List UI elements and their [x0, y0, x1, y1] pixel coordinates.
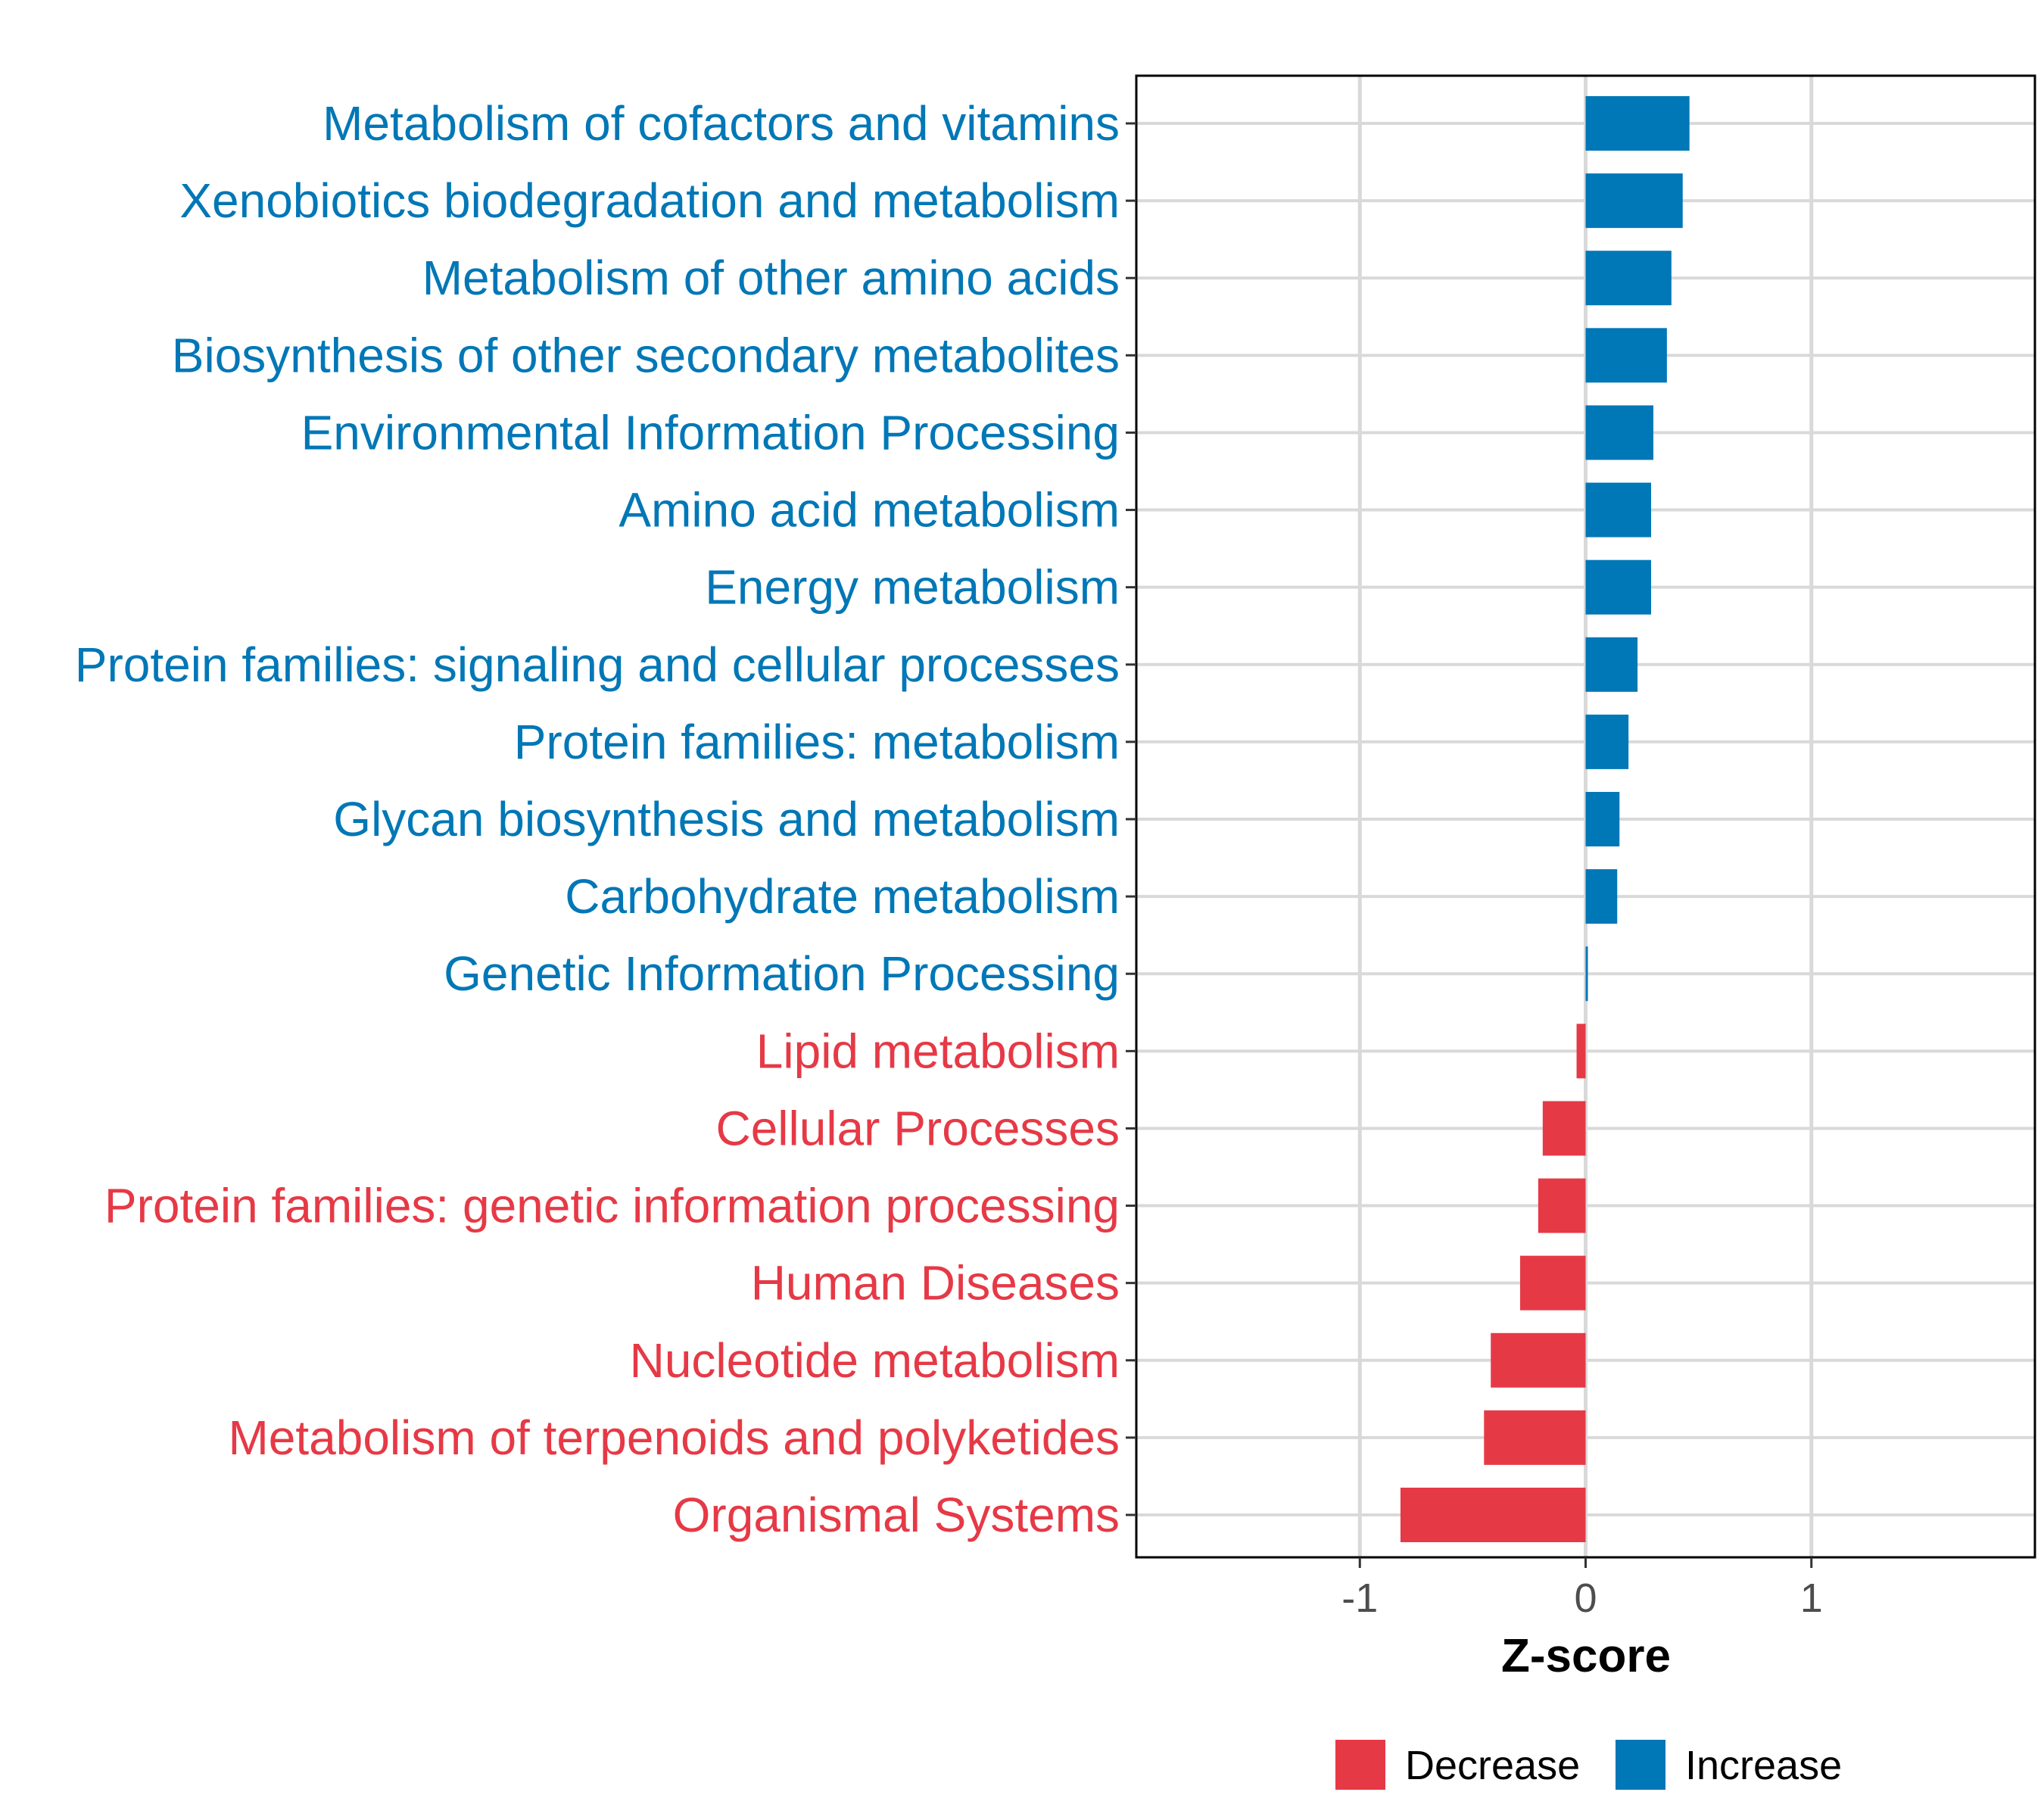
bar	[1542, 1101, 1586, 1156]
bar	[1585, 173, 1683, 229]
y-tick-label: Protein families: genetic information pr…	[104, 1179, 1120, 1233]
bars	[1400, 96, 1690, 1542]
y-tick-label: Biosynthesis of other secondary metaboli…	[172, 328, 1120, 382]
legend: Decrease Increase	[1335, 1740, 1842, 1790]
x-axis-ticks: -1 0 1	[1341, 1557, 1823, 1621]
bar	[1400, 1488, 1586, 1542]
legend-key-decrease	[1335, 1740, 1385, 1790]
y-tick-label: Xenobiotics biodegradation and metabolis…	[179, 173, 1120, 228]
y-tick-label: Protein families: signaling and cellular…	[75, 637, 1120, 692]
bar	[1520, 1255, 1586, 1311]
y-tick-label: Genetic Information Processing	[444, 946, 1120, 1001]
y-tick-label: Metabolism of other amino acids	[422, 251, 1120, 305]
legend-label-decrease: Decrease	[1405, 1743, 1580, 1788]
x-tick-label: -1	[1341, 1575, 1378, 1621]
y-tick-label: Metabolism of terpenoids and polyketides	[228, 1410, 1120, 1465]
y-tick-label: Nucleotide metabolism	[630, 1333, 1120, 1388]
bar	[1585, 251, 1672, 306]
y-tick-label: Glycan biosynthesis and metabolism	[333, 792, 1120, 846]
bar	[1585, 714, 1629, 769]
y-tick-label: Carbohydrate metabolism	[565, 869, 1120, 924]
bar	[1585, 869, 1618, 924]
y-tick-label: Lipid metabolism	[756, 1024, 1120, 1078]
x-tick-label: 1	[1800, 1575, 1823, 1621]
legend-key-increase	[1616, 1740, 1665, 1790]
bar	[1585, 328, 1667, 383]
bar	[1585, 96, 1690, 151]
legend-label-increase: Increase	[1685, 1743, 1842, 1788]
bar	[1484, 1410, 1586, 1465]
bar	[1576, 1024, 1586, 1079]
y-tick-label: Human Diseases	[751, 1256, 1120, 1311]
y-axis-labels: Metabolism of cofactors and vitamins Xeno…	[75, 96, 1136, 1542]
y-tick-label: Cellular Processes	[715, 1101, 1120, 1155]
bar	[1491, 1332, 1586, 1388]
y-tick-label: Protein families: metabolism	[514, 715, 1120, 769]
x-axis-title: Z-score	[1501, 1630, 1671, 1682]
bar	[1538, 1178, 1586, 1233]
bar	[1585, 482, 1651, 538]
bar	[1585, 946, 1588, 1002]
bar	[1585, 405, 1653, 460]
y-tick-label: Metabolism of cofactors and vitamins	[322, 96, 1120, 151]
y-tick-label: Energy metabolism	[705, 560, 1120, 615]
y-tick-label: Amino acid metabolism	[618, 483, 1120, 538]
y-tick-label: Organismal Systems	[673, 1488, 1120, 1542]
bar	[1585, 559, 1651, 615]
bar	[1585, 792, 1620, 846]
bar	[1585, 637, 1638, 692]
y-tick-label: Environmental Information Processing	[301, 405, 1120, 460]
x-tick-label: 0	[1574, 1575, 1597, 1621]
